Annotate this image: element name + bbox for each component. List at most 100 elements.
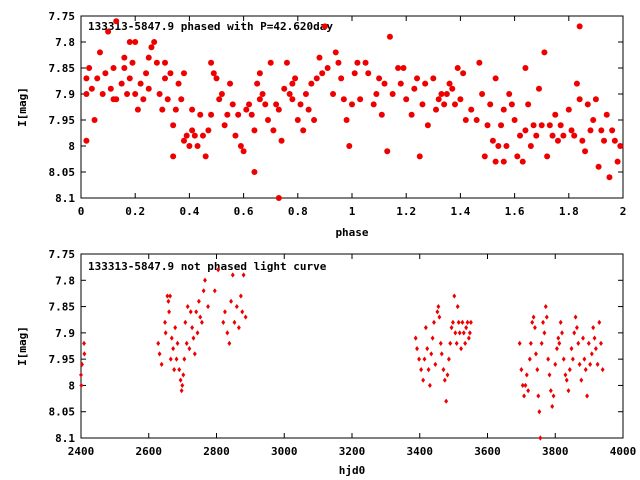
data-point xyxy=(162,75,169,82)
data-point xyxy=(229,298,234,304)
data-point xyxy=(330,91,337,97)
data-point xyxy=(427,382,432,389)
data-point xyxy=(423,325,428,331)
data-point xyxy=(159,106,166,113)
data-point xyxy=(446,356,451,362)
data-point xyxy=(542,330,547,336)
data-point xyxy=(206,303,210,310)
data-point xyxy=(422,356,427,362)
data-point xyxy=(452,293,457,299)
data-point xyxy=(617,143,624,149)
data-point xyxy=(208,59,215,66)
data-point xyxy=(467,330,472,336)
data-point xyxy=(80,361,84,367)
data-point xyxy=(194,143,201,149)
data-point xyxy=(527,356,532,362)
y-tick-label: 7.9 xyxy=(55,88,75,101)
data-point xyxy=(386,33,393,40)
data-point xyxy=(415,346,419,352)
data-point xyxy=(476,59,483,66)
data-point xyxy=(588,361,593,367)
data-point xyxy=(384,148,391,155)
data-point xyxy=(453,330,458,336)
data-point xyxy=(479,91,486,97)
data-point xyxy=(208,111,215,118)
data-point xyxy=(500,158,507,165)
data-point xyxy=(609,127,616,134)
y-tick-label: 8 xyxy=(68,379,75,392)
data-point xyxy=(205,127,212,134)
data-point xyxy=(435,309,440,315)
data-point xyxy=(373,91,380,97)
data-point xyxy=(145,54,152,61)
data-point xyxy=(417,356,422,362)
data-point xyxy=(351,70,358,77)
data-point xyxy=(172,106,179,113)
data-point xyxy=(522,393,527,399)
data-point xyxy=(113,96,120,103)
data-point xyxy=(548,388,553,394)
chart-title: 133313-5847.9 not phased light curve xyxy=(88,260,327,273)
data-point xyxy=(461,330,466,336)
data-point xyxy=(582,356,587,362)
data-point xyxy=(424,122,431,129)
data-point xyxy=(549,132,556,139)
data-point xyxy=(568,127,575,134)
data-point xyxy=(216,96,223,103)
data-point xyxy=(511,117,518,123)
data-point xyxy=(435,96,442,103)
y-tick-label: 7.85 xyxy=(49,62,76,75)
data-point xyxy=(576,340,581,346)
data-point xyxy=(579,137,586,144)
data-point xyxy=(460,319,465,325)
data-point xyxy=(541,49,548,56)
data-point xyxy=(199,319,204,325)
data-point xyxy=(454,340,459,346)
data-point xyxy=(538,122,545,129)
data-point xyxy=(273,101,280,108)
data-point xyxy=(132,39,139,45)
data-point xyxy=(223,309,227,315)
data-point xyxy=(251,169,258,175)
y-tick-label: 7.95 xyxy=(49,353,76,366)
data-point xyxy=(463,340,468,346)
data-point xyxy=(411,85,418,92)
data-point xyxy=(441,367,446,373)
data-point xyxy=(522,65,529,71)
data-point xyxy=(184,340,189,346)
data-point xyxy=(397,80,404,87)
data-point xyxy=(238,293,243,299)
data-point xyxy=(199,132,206,139)
data-point xyxy=(429,351,434,357)
data-point xyxy=(256,70,263,77)
data-point xyxy=(346,143,353,149)
data-point xyxy=(275,106,282,113)
data-point xyxy=(178,96,185,103)
data-point xyxy=(546,122,553,129)
y-tick-label: 7.8 xyxy=(55,36,75,49)
data-point xyxy=(343,117,350,123)
data-point xyxy=(124,91,131,97)
data-point xyxy=(436,303,441,310)
data-point xyxy=(354,59,361,66)
x-tick-label: 1.6 xyxy=(505,205,525,218)
data-point xyxy=(225,330,230,336)
data-point xyxy=(421,377,426,383)
data-point xyxy=(589,351,594,357)
data-point xyxy=(389,91,396,97)
data-point xyxy=(180,137,187,144)
data-point xyxy=(365,70,372,77)
data-point xyxy=(195,330,200,336)
y-tick-label: 8.05 xyxy=(49,166,76,179)
data-point xyxy=(213,75,220,82)
data-point xyxy=(237,143,244,149)
data-point xyxy=(107,85,114,92)
data-point xyxy=(503,143,510,149)
data-point xyxy=(565,106,572,113)
x-tick-label: 4000 xyxy=(610,445,637,458)
data-point xyxy=(561,356,566,362)
data-point xyxy=(582,148,589,155)
data-point xyxy=(581,335,585,341)
data-point xyxy=(525,101,532,108)
data-point xyxy=(79,382,84,389)
